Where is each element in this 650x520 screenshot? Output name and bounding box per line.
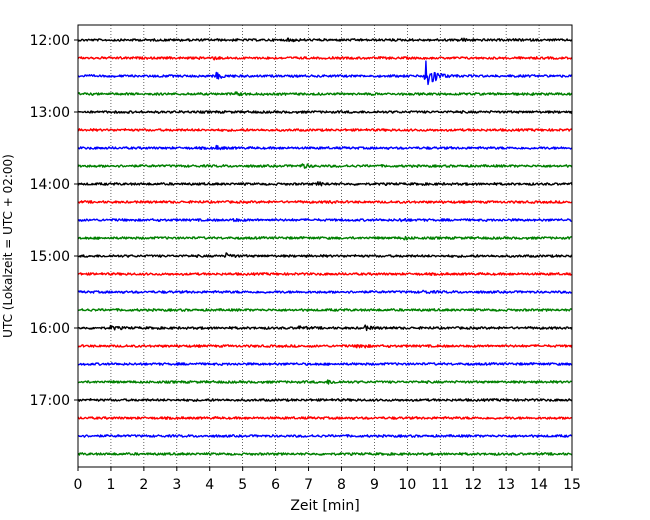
x-tick-label: 10 xyxy=(398,477,416,493)
trace-row-1300 xyxy=(77,110,573,114)
trace-row-1715 xyxy=(77,416,573,420)
x-axis-ticks: 0 1 2 3 4 5 6 7 8 9 10 11 12 13 14 15 xyxy=(74,467,581,493)
trace-row-1730 xyxy=(77,434,573,438)
trace-row-1515 xyxy=(77,272,573,276)
x-tick-label: 14 xyxy=(530,477,548,493)
x-tick-label: 15 xyxy=(563,477,581,493)
trace-row-1430 xyxy=(77,217,573,223)
trace-row-1745 xyxy=(77,452,573,456)
x-tick-label: 1 xyxy=(106,477,115,493)
trace-row-1645 xyxy=(77,379,573,385)
trace-row-1345 xyxy=(77,163,573,169)
y-tick-label: 17:00 xyxy=(30,393,70,409)
trace-row-1545 xyxy=(77,308,573,312)
trace-row-1530 xyxy=(77,289,573,295)
x-axis-label: Zeit [min] xyxy=(290,498,359,514)
trace-row-1630 xyxy=(77,362,573,366)
y-tick-label: 16:00 xyxy=(30,321,70,337)
trace-row-1600 xyxy=(77,324,573,332)
x-tick-label: 0 xyxy=(74,477,83,493)
y-axis-label: UTC (Lokalzeit = UTC + 02:00) xyxy=(1,154,15,338)
x-tick-label: 7 xyxy=(304,477,313,493)
x-tick-label: 8 xyxy=(337,477,346,493)
trace-row-1615 xyxy=(77,344,573,349)
trace-row-1415 xyxy=(77,199,573,205)
trace-row-1700 xyxy=(77,398,573,402)
trace-row-1445 xyxy=(77,235,573,241)
x-tick-label: 5 xyxy=(238,477,247,493)
x-tick-label: 13 xyxy=(497,477,515,493)
trace-rows xyxy=(77,37,573,456)
x-tick-label: 3 xyxy=(172,477,181,493)
y-tick-label: 15:00 xyxy=(30,249,70,265)
trace-row-1400 xyxy=(77,181,573,187)
x-tick-label: 2 xyxy=(139,477,148,493)
trace-row-1330 xyxy=(77,144,573,151)
trace-row-1230 xyxy=(77,60,573,86)
x-tick-label: 9 xyxy=(370,477,379,493)
x-tick-label: 6 xyxy=(271,477,280,493)
trace-row-1200 xyxy=(77,37,573,43)
y-tick-label: 14:00 xyxy=(30,177,70,193)
x-tick-label: 12 xyxy=(464,477,482,493)
plot-frame xyxy=(77,24,573,468)
trace-row-1315 xyxy=(77,128,573,132)
trace-row-1245 xyxy=(77,91,573,97)
y-tick-label: 12:00 xyxy=(30,33,70,49)
y-tick-label: 13:00 xyxy=(30,105,70,121)
x-tick-label: 11 xyxy=(431,477,449,493)
trace-row-1500 xyxy=(77,252,573,258)
x-tick-label: 4 xyxy=(205,477,214,493)
y-axis-ticks: 12:00 13:00 14:00 15:00 16:00 17:00 xyxy=(30,33,78,409)
trace-row-1215 xyxy=(77,56,573,61)
